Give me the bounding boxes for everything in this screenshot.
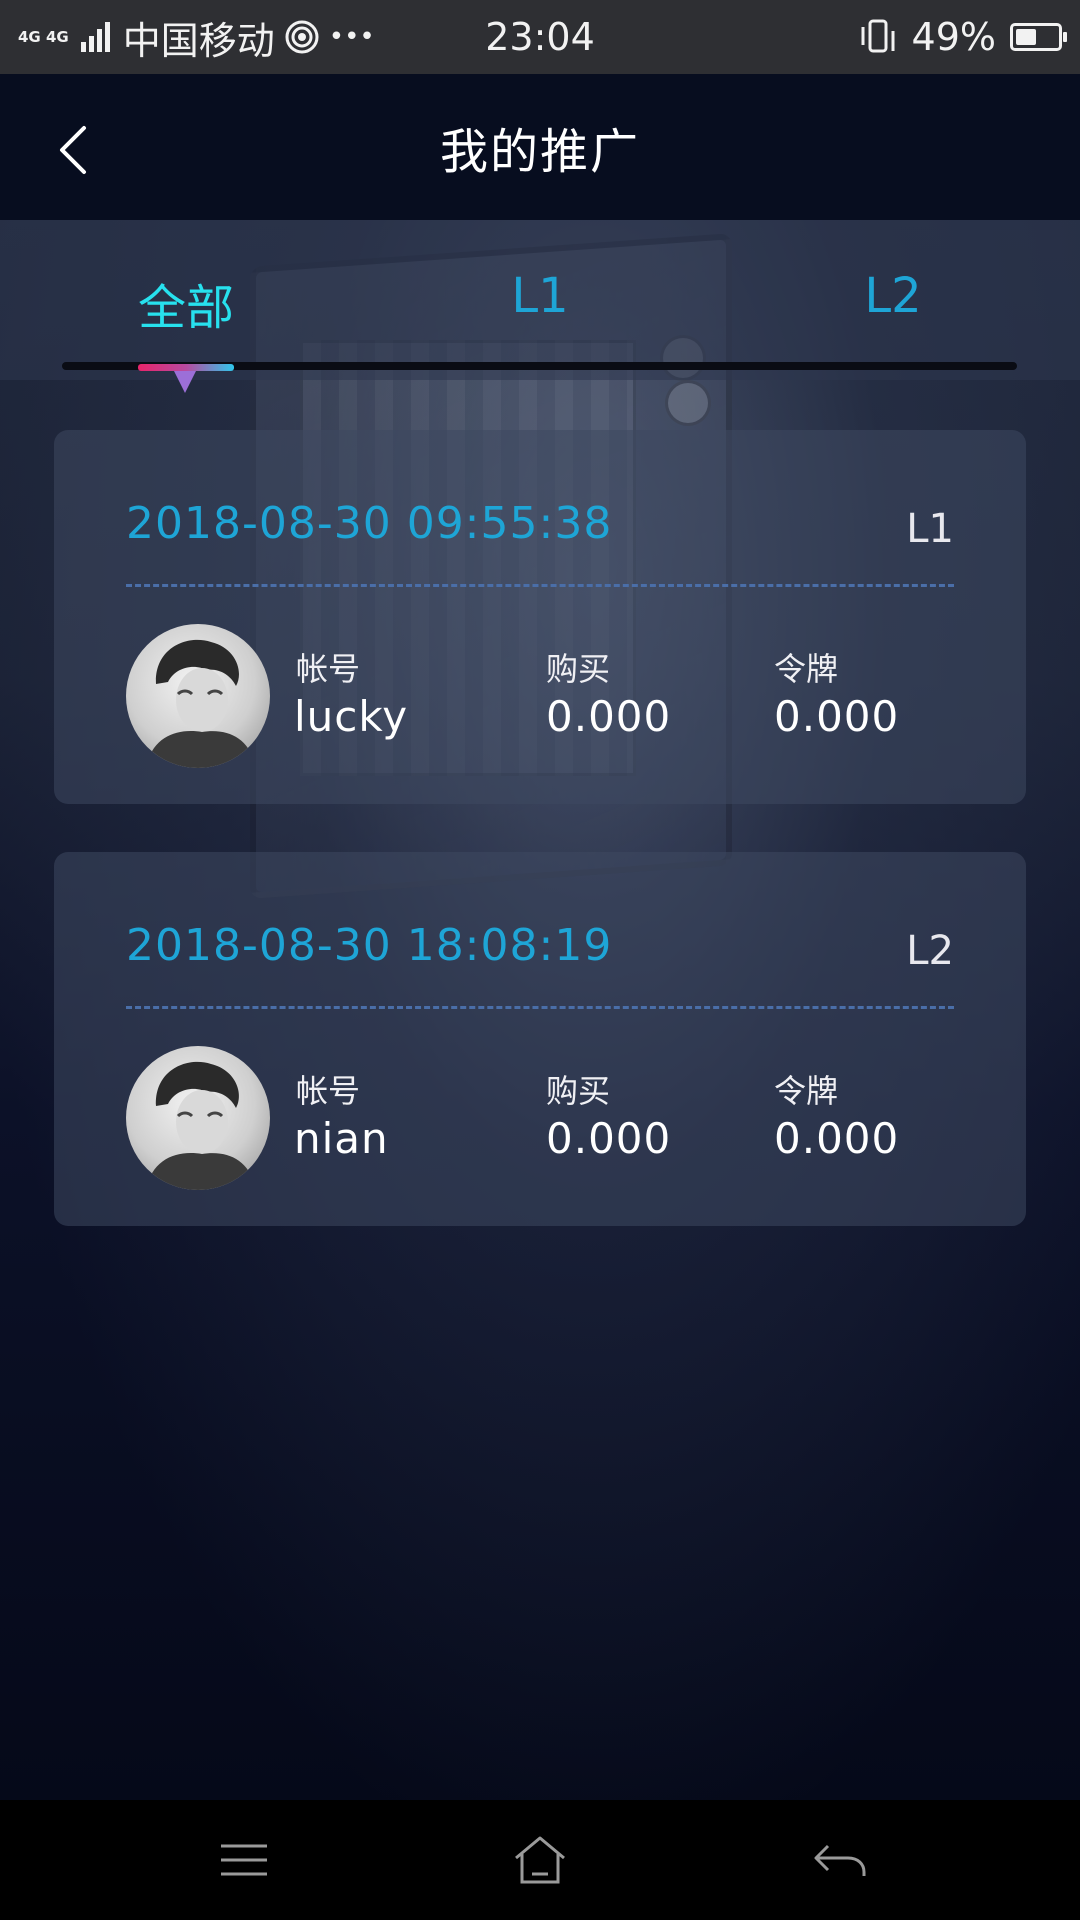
app-header: 我的推广: [0, 74, 1080, 220]
battery-icon: [1010, 23, 1067, 51]
system-back-button[interactable]: [800, 1830, 880, 1890]
user-portrait-icon: [146, 639, 256, 768]
system-nav-bar: [0, 1800, 1080, 1920]
chevron-left-icon: [60, 126, 86, 174]
tab-all[interactable]: 全部: [137, 280, 234, 336]
home-icon: [515, 1836, 565, 1884]
signal-icon: [80, 22, 110, 52]
divider: [126, 1006, 954, 1009]
divider: [126, 584, 954, 587]
home-button[interactable]: [500, 1830, 580, 1890]
background-knob: [665, 380, 711, 426]
hotspot-icon: [285, 20, 319, 54]
record-date: 2018-08-30 09:55:38: [126, 498, 613, 549]
back-button[interactable]: [44, 114, 104, 186]
purchase-value: 0.000: [546, 692, 672, 741]
record-date: 2018-08-30 18:08:19: [126, 920, 613, 971]
page-title: 我的推广: [439, 124, 640, 180]
account-value: lucky: [294, 692, 409, 741]
record-level: L2: [906, 928, 954, 974]
vibrate-icon: [861, 19, 895, 53]
menu-icon: [221, 1844, 267, 1876]
battery-percent: 49%: [911, 15, 996, 59]
tab-l1[interactable]: L1: [511, 268, 569, 324]
battery-level: [1016, 29, 1036, 45]
tab-active-indicator: [138, 364, 234, 371]
token-label: 令牌: [774, 1072, 839, 1110]
tab-track: [62, 362, 1017, 370]
purchase-value: 0.000: [546, 1114, 672, 1163]
purchase-label: 购买: [546, 1072, 611, 1110]
tab-pointer-icon: [174, 371, 196, 393]
avatar: [126, 1046, 270, 1190]
back-arrow-icon: [814, 1844, 866, 1876]
token-label: 令牌: [774, 650, 839, 688]
promotion-record-card[interactable]: 2018-08-30 09:55:38 L1 帐号 lucky 购买 0.000…: [54, 430, 1026, 804]
token-value: 0.000: [774, 692, 900, 741]
network-type-indicator: 4G 4G: [18, 28, 69, 46]
purchase-label: 购买: [546, 650, 611, 688]
account-label: 帐号: [296, 1072, 361, 1110]
token-value: 0.000: [774, 1114, 900, 1163]
account-label: 帐号: [296, 650, 361, 688]
menu-button[interactable]: [204, 1830, 284, 1890]
more-notifications-icon: •••: [328, 22, 375, 52]
avatar: [126, 624, 270, 768]
tab-bar: 全部 L1 L2: [0, 220, 1080, 393]
record-level: L1: [906, 506, 954, 552]
promotion-record-card[interactable]: 2018-08-30 18:08:19 L2 帐号 nian 购买 0.000 …: [54, 852, 1026, 1226]
carrier-name: 中国移动: [122, 18, 275, 63]
tab-l2[interactable]: L2: [864, 268, 922, 324]
user-portrait-icon: [146, 1061, 256, 1190]
status-bar: 4G 4G 中国移动 ••• 23:04 49%: [0, 0, 1080, 74]
account-value: nian: [294, 1114, 389, 1163]
